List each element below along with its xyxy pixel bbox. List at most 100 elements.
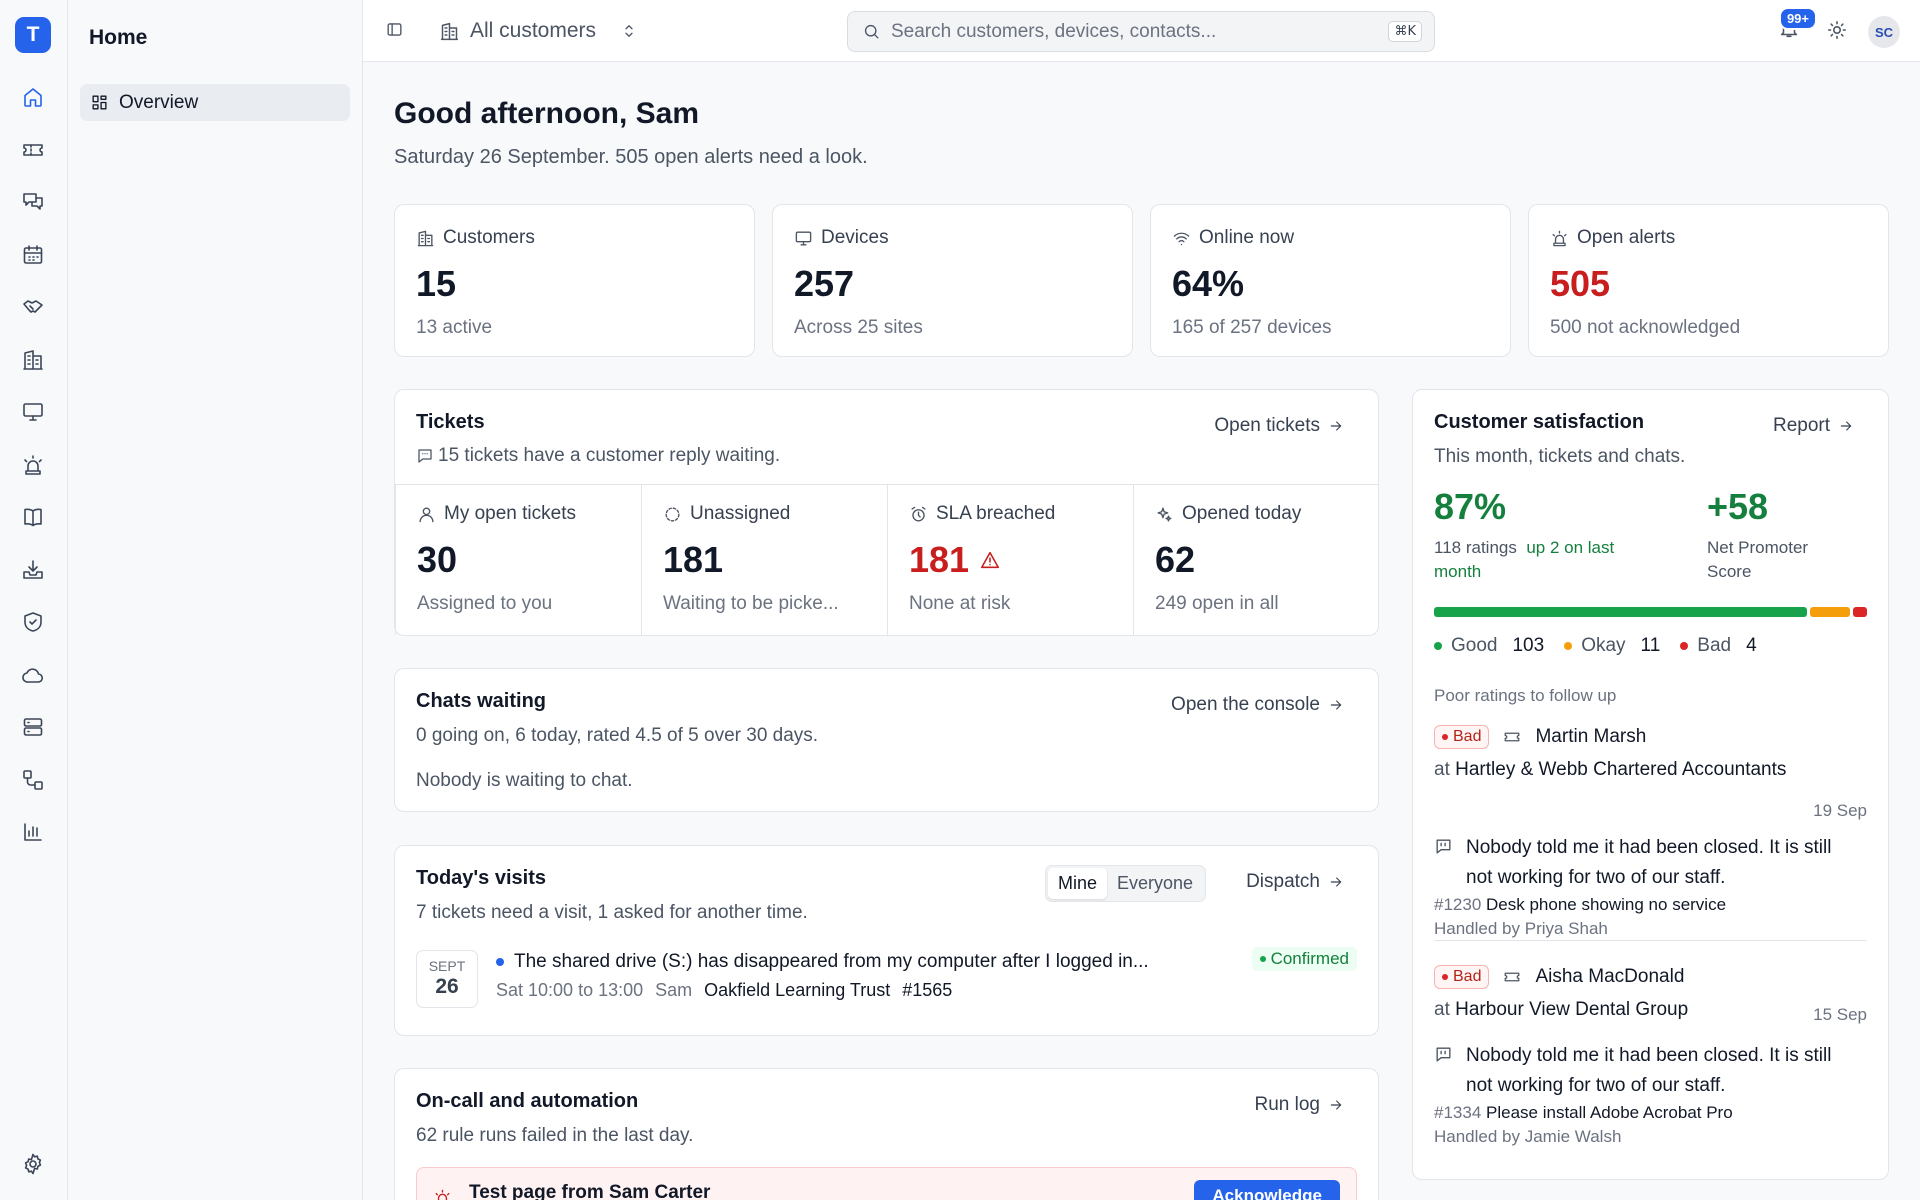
visit-status-dot	[496, 958, 504, 966]
stat-sub: 165 of 257 devices	[1172, 317, 1332, 338]
rail-settings[interactable]	[17, 1148, 49, 1180]
rail-tickets[interactable]	[17, 134, 49, 166]
nps-label: Net Promoter Score	[1707, 538, 1809, 581]
legend-label: Okay	[1581, 635, 1626, 656]
acknowledge-button[interactable]: Acknowledge	[1194, 1180, 1340, 1200]
visit-month: SEPT	[428, 958, 466, 974]
stat-sub: None at risk	[909, 593, 1011, 614]
csat-card: Customer satisfaction This month, ticket…	[1412, 389, 1889, 1180]
cloud-icon	[22, 668, 44, 683]
card-desc: 62 rule runs failed in the last day.	[416, 1125, 694, 1146]
theme-toggle-button[interactable]	[1826, 19, 1848, 41]
chats-empty-state: Nobody is waiting to chat.	[416, 770, 633, 791]
arrow-right-icon	[1330, 877, 1342, 887]
visit-ticket: #1565	[902, 980, 953, 1000]
rail-customers[interactable]	[17, 344, 49, 376]
workflow-icon	[23, 770, 43, 790]
rail-devices[interactable]	[17, 396, 49, 428]
stat-sub: 249 open in all	[1155, 593, 1279, 614]
poor-rating-item[interactable]: Bad Aisha MacDonald at Harbour View Dent…	[1434, 965, 1867, 1175]
building-icon	[440, 22, 459, 40]
ticket-stat-my-open[interactable]: My open tickets 30 Assigned to you	[395, 485, 641, 635]
run-log-link[interactable]: Run log	[1255, 1094, 1345, 1116]
stat-value: 505	[1550, 263, 1611, 304]
csat-percent: 87%	[1434, 486, 1507, 527]
link-label: Report	[1772, 415, 1830, 436]
rail-contracts[interactable]	[17, 291, 49, 323]
search-input[interactable]	[891, 20, 1361, 43]
rail-cloud[interactable]	[17, 659, 49, 691]
rail-automation[interactable]	[17, 764, 49, 796]
poor-rating-item[interactable]: Bad Martin Marsh at Hartley & Webb Chart…	[1434, 725, 1867, 941]
stat-sub: Waiting to be picke...	[663, 593, 839, 614]
user-icon	[419, 506, 434, 522]
stat-value: 62	[1155, 539, 1196, 580]
open-console-link[interactable]: Open the console	[1171, 694, 1344, 716]
sidebar-item-overview[interactable]: Overview	[80, 84, 350, 121]
quote-icon	[1436, 1047, 1451, 1062]
rating-ticket-title: Please install Adobe Acrobat Pro	[1486, 1103, 1733, 1122]
stat-card-customers[interactable]: Customers 15 13 active	[394, 204, 755, 357]
stat-sub: 500 not acknowledged	[1550, 317, 1741, 338]
oncall-alert[interactable]: Test page from Sam Carter Acknowledge	[416, 1167, 1357, 1200]
rail-knowledge[interactable]	[17, 501, 49, 533]
app-logo[interactable]: T	[15, 17, 51, 53]
rail-deployments[interactable]	[17, 554, 49, 586]
search-bar[interactable]: ⌘K	[847, 11, 1435, 52]
app-logo-letter: T	[26, 23, 40, 46]
visits-card: Today's visits 7 tickets need a visit, 1…	[394, 845, 1379, 1036]
open-tickets-link[interactable]: Open tickets	[1214, 415, 1344, 437]
avatar[interactable]: SC	[1868, 16, 1900, 48]
ticket-stat-sla-breached[interactable]: SLA breached 181 None at risk	[887, 485, 1133, 635]
visit-title: The shared drive (S:) has disappeared fr…	[514, 951, 1149, 972]
stat-card-alerts[interactable]: Open alerts 505 500 not acknowledged	[1528, 204, 1889, 357]
inbox-download-icon	[23, 560, 43, 579]
rating-handled-by: Handled by Jamie Walsh	[1434, 1127, 1622, 1146]
rating-company: Hartley & Webb Chartered Accountants	[1455, 759, 1787, 780]
rail-servers[interactable]	[17, 711, 49, 743]
arrow-right-icon	[1330, 1100, 1342, 1110]
report-link[interactable]: Report	[1773, 415, 1854, 437]
ticket-stat-unassigned[interactable]: Unassigned 181 Waiting to be picke...	[641, 485, 887, 635]
quote-icon	[1436, 839, 1451, 854]
ticket-icon	[1505, 732, 1520, 742]
building-icon	[417, 230, 434, 246]
visit-row[interactable]: SEPT 26 The shared drive (S:) has disapp…	[416, 947, 1357, 1010]
legend-dot	[1434, 642, 1442, 650]
dispatch-link[interactable]: Dispatch	[1246, 871, 1344, 893]
toggle-mine[interactable]: Mine	[1048, 868, 1108, 899]
handshake-icon	[23, 300, 43, 313]
nps-value: +58	[1707, 486, 1769, 527]
rail-security[interactable]	[17, 606, 49, 638]
card-desc: 7 tickets need a visit, 1 asked for anot…	[416, 902, 808, 923]
sidebar-toggle-button[interactable]	[385, 20, 404, 39]
rating-at: at	[1434, 999, 1450, 1020]
card-desc: This month, tickets and chats.	[1434, 446, 1686, 467]
rail-reports[interactable]	[17, 816, 49, 848]
sparkles-icon	[1157, 506, 1172, 522]
rail-alerts[interactable]	[17, 449, 49, 481]
rating-date: 15 Sep	[1813, 1005, 1867, 1024]
card-desc: 0 going on, 6 today, rated 4.5 of 5 over…	[416, 725, 819, 746]
rail-home[interactable]	[17, 81, 49, 113]
stat-card-online[interactable]: Online now 64% 165 of 257 devices	[1150, 204, 1511, 357]
rating-badge: Bad	[1434, 725, 1490, 749]
rail-calendar[interactable]	[17, 239, 49, 271]
csat-bar-segment-okay	[1809, 607, 1850, 617]
avatar-initials: SC	[1874, 24, 1894, 40]
toggle-everyone[interactable]: Everyone	[1117, 873, 1194, 893]
ticket-icon	[23, 144, 43, 156]
stat-sub: Assigned to you	[417, 593, 553, 614]
stat-card-devices[interactable]: Devices 257 Across 25 sites	[772, 204, 1133, 357]
visit-status-badge: Confirmed	[1251, 947, 1357, 971]
legend-label: Bad	[1697, 635, 1732, 656]
customer-scope-select[interactable]: All customers	[439, 16, 638, 46]
visit-customer: Oakfield Learning Trust	[704, 980, 891, 1000]
ticket-stat-opened-today[interactable]: Opened today 62 249 open in all	[1133, 485, 1379, 635]
rating-ticket-number: #1334	[1434, 1103, 1482, 1122]
chats-card: Chats waiting 0 going on, 6 today, rated…	[394, 668, 1379, 812]
rail-chats[interactable]	[17, 186, 49, 218]
rating-contact: Martin Marsh	[1535, 726, 1647, 747]
stat-label: Opened today	[1182, 503, 1302, 524]
alarm-clock-icon	[911, 506, 926, 522]
